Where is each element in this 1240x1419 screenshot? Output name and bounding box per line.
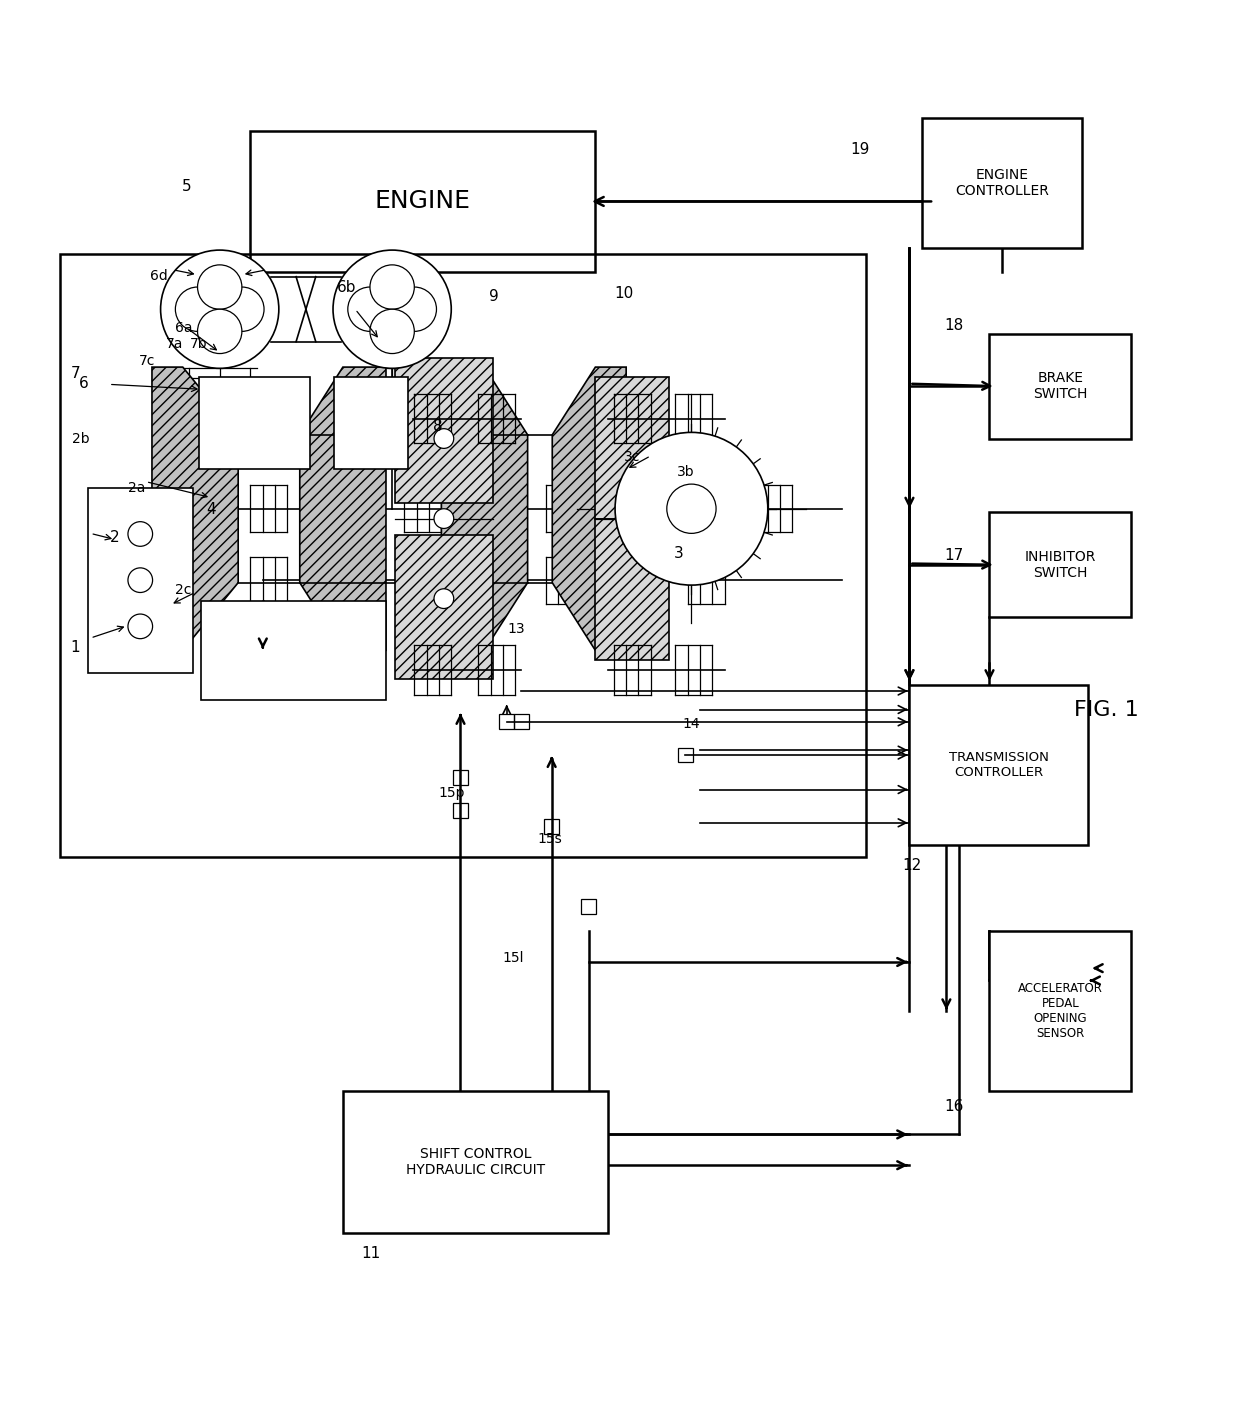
Text: ENGINE: ENGINE	[374, 190, 471, 213]
Polygon shape	[300, 368, 386, 650]
Text: 11: 11	[362, 1246, 381, 1261]
Text: 13: 13	[507, 623, 526, 637]
Bar	[990, 931, 1131, 1091]
Circle shape	[667, 484, 715, 534]
Text: 2: 2	[110, 529, 120, 545]
Circle shape	[434, 589, 454, 609]
Bar	[201, 602, 386, 700]
Circle shape	[370, 309, 414, 353]
Text: 17: 17	[944, 548, 963, 563]
Bar	[453, 803, 467, 817]
Text: FIG. 1: FIG. 1	[1074, 700, 1138, 719]
Text: 18: 18	[944, 318, 963, 332]
Text: 2c: 2c	[175, 583, 191, 597]
Text: SHIFT CONTROL
HYDRAULIC CIRCUIT: SHIFT CONTROL HYDRAULIC CIRCUIT	[405, 1147, 544, 1178]
Text: 7c: 7c	[139, 353, 155, 368]
Circle shape	[334, 250, 451, 369]
Text: 12: 12	[903, 858, 921, 874]
Text: 8: 8	[433, 419, 443, 434]
Bar	[921, 118, 1081, 248]
Text: 9: 9	[490, 289, 500, 305]
Bar	[544, 819, 559, 834]
Bar	[582, 900, 596, 914]
Bar	[515, 714, 528, 729]
Text: 7: 7	[71, 366, 81, 380]
Text: ACCELERATOR
PEDAL
OPENING
SENSOR: ACCELERATOR PEDAL OPENING SENSOR	[1018, 982, 1102, 1040]
Text: 15s: 15s	[537, 832, 562, 846]
Text: 4: 4	[206, 502, 216, 518]
Bar	[678, 748, 693, 762]
Bar	[595, 377, 670, 518]
Bar	[88, 488, 192, 673]
Text: 3: 3	[675, 545, 684, 561]
Circle shape	[197, 309, 242, 353]
Text: 16: 16	[944, 1098, 963, 1114]
Circle shape	[161, 250, 279, 369]
Circle shape	[434, 509, 454, 528]
Text: 10: 10	[614, 285, 634, 301]
Bar	[394, 359, 494, 502]
Text: 15l: 15l	[502, 951, 523, 965]
Text: INHIBITOR
SWITCH: INHIBITOR SWITCH	[1024, 549, 1096, 580]
Text: 2b: 2b	[72, 431, 89, 446]
Ellipse shape	[615, 433, 768, 585]
Text: 2a: 2a	[129, 481, 146, 495]
Text: BRAKE
SWITCH: BRAKE SWITCH	[1033, 372, 1087, 402]
Text: 3c: 3c	[624, 450, 641, 464]
Bar	[453, 771, 467, 785]
Bar	[335, 377, 408, 470]
Circle shape	[370, 265, 414, 309]
Text: 7a: 7a	[165, 336, 182, 350]
Circle shape	[192, 282, 247, 336]
Bar	[60, 254, 867, 857]
Circle shape	[347, 287, 392, 332]
Polygon shape	[153, 368, 238, 650]
Circle shape	[175, 287, 219, 332]
Text: 14: 14	[683, 717, 701, 731]
Text: 6a: 6a	[175, 321, 192, 335]
Circle shape	[219, 287, 264, 332]
Circle shape	[365, 282, 419, 336]
Bar	[394, 535, 494, 678]
Text: ENGINE
CONTROLLER: ENGINE CONTROLLER	[955, 167, 1049, 199]
Text: 6: 6	[79, 376, 89, 390]
Circle shape	[392, 287, 436, 332]
Text: 1: 1	[71, 640, 81, 656]
Polygon shape	[441, 368, 528, 650]
Bar	[595, 518, 670, 660]
Text: 6b: 6b	[337, 280, 356, 295]
Bar	[250, 131, 595, 272]
Text: 3b: 3b	[677, 465, 694, 478]
Bar	[990, 512, 1131, 617]
Text: 6d: 6d	[150, 270, 169, 282]
Text: 5: 5	[181, 179, 191, 193]
Text: 15p: 15p	[438, 786, 465, 800]
Text: 19: 19	[851, 142, 870, 156]
Polygon shape	[552, 368, 626, 650]
Bar	[909, 685, 1087, 844]
Bar	[500, 714, 515, 729]
Bar	[343, 1091, 608, 1233]
Bar	[198, 377, 310, 470]
Text: TRANSMISSION
CONTROLLER: TRANSMISSION CONTROLLER	[949, 751, 1049, 779]
Circle shape	[197, 265, 242, 309]
Text: 7b: 7b	[190, 336, 207, 350]
Bar	[990, 333, 1131, 438]
Circle shape	[434, 429, 454, 448]
